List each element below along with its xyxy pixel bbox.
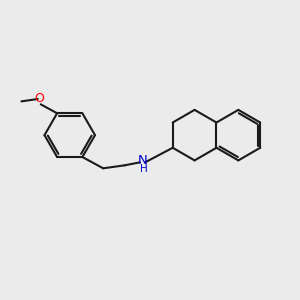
Text: H: H — [140, 164, 148, 174]
Text: O: O — [34, 92, 43, 106]
Text: N: N — [137, 154, 147, 167]
